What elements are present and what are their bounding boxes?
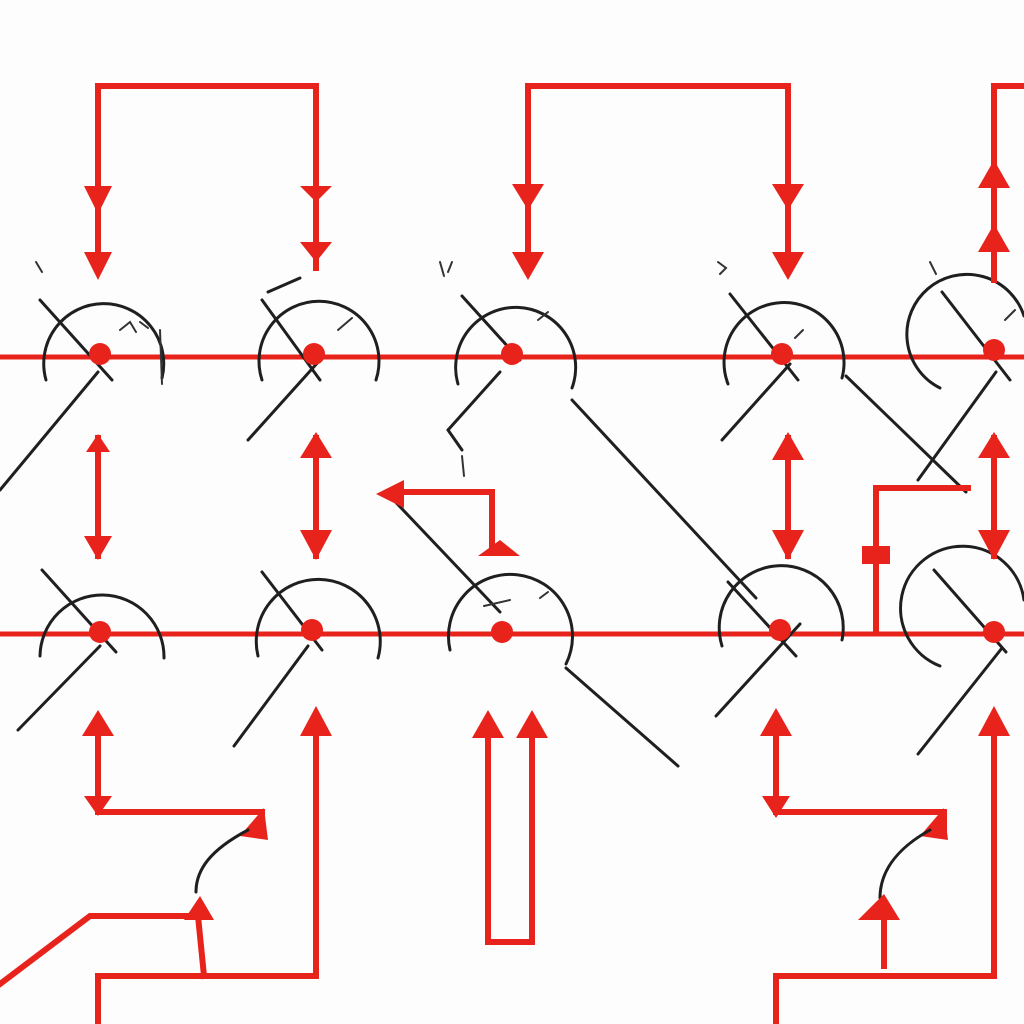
bottom-loop-middle (472, 710, 548, 945)
node-lower-4 (714, 564, 845, 718)
top-loop-right (978, 83, 1024, 283)
node-upper-4 (720, 292, 968, 494)
node-upper-2 (246, 276, 381, 442)
row-link-4 (772, 432, 804, 560)
top-loop-left (84, 83, 332, 280)
node-lower-2 (232, 570, 382, 748)
stray-marks (35, 261, 937, 477)
node-upper-5 (905, 272, 1024, 482)
node-lower-3 (384, 490, 680, 768)
node-upper-3 (446, 294, 758, 600)
row-link-1 (84, 434, 112, 560)
top-loop-middle (512, 83, 804, 280)
row-link-5 (862, 485, 971, 633)
row-link-2 (300, 432, 332, 560)
node-upper-1 (0, 298, 166, 492)
row-link-6 (978, 432, 1010, 560)
row-link-3 (376, 480, 520, 556)
node-lower-5 (899, 544, 1024, 756)
node-lower-1 (16, 568, 166, 732)
bottom-loop-right (760, 706, 1010, 1024)
bottom-loop-left (0, 706, 332, 1024)
